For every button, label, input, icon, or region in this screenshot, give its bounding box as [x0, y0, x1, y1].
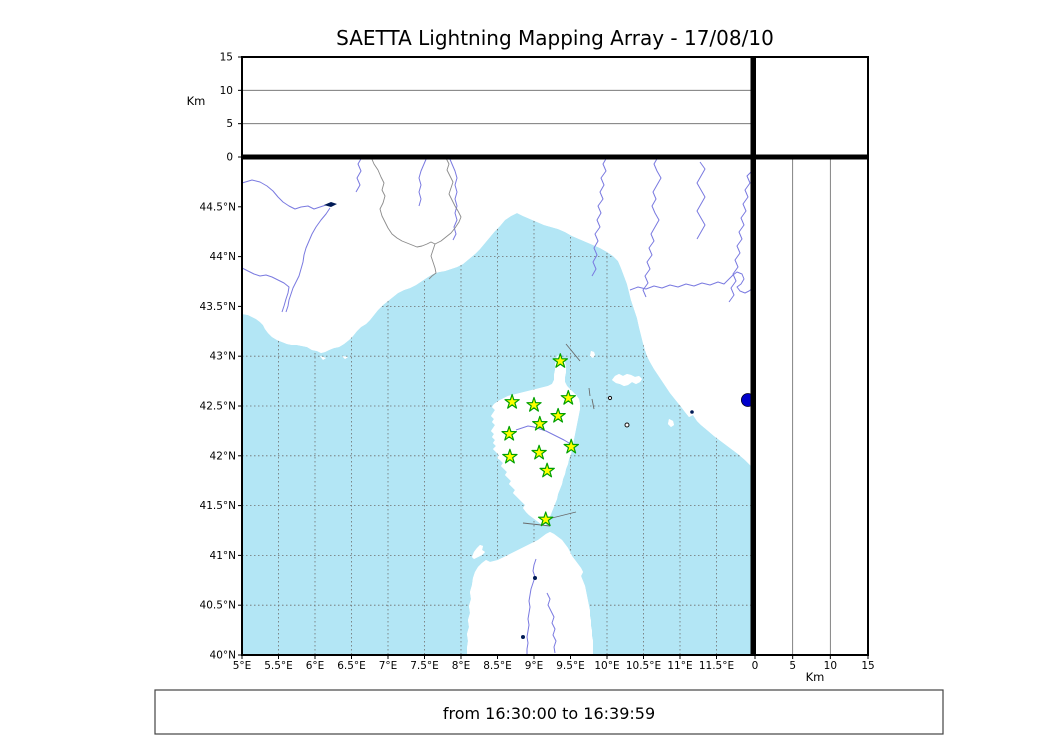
- maritime-boundary-segments: [522, 343, 595, 527]
- sardinia-lake: [521, 635, 525, 639]
- lat-tick-label: 41°N: [210, 550, 236, 562]
- lon-tick-label: 5.5°E: [264, 660, 293, 672]
- orbetello-lagoon: [690, 410, 694, 414]
- right-panel-km-label: Km: [806, 670, 825, 684]
- right-panel-background: [755, 157, 868, 655]
- top-alt-tick-label: 15: [220, 52, 233, 64]
- lon-tick-label: 8.5°E: [483, 660, 512, 672]
- station-markers: [501, 353, 579, 527]
- lma-station-star: [531, 444, 547, 460]
- top-altitude-panel: 0 5 10 15 Km: [187, 52, 753, 164]
- lat-tick-label: 41.5°N: [200, 500, 236, 512]
- lon-tick-label: 11.5°E: [699, 660, 734, 672]
- lat-tick-label: 44.5°N: [200, 201, 236, 213]
- lma-station-star: [550, 407, 566, 423]
- lat-tick-label: 44°N: [210, 251, 236, 263]
- right-alt-tick-label: 0: [752, 660, 759, 672]
- rivers: [242, 157, 753, 655]
- top-alt-tick-label: 10: [220, 85, 233, 97]
- lma-station-star: [526, 396, 542, 412]
- lma-station-star: [560, 389, 576, 405]
- map-panel: [242, 157, 753, 655]
- lon-tick-label: 7°E: [379, 660, 398, 672]
- lon-tick-label: 6°E: [306, 660, 325, 672]
- time-range-border: [154, 689, 944, 735]
- lat-tick-label: 43.5°N: [200, 301, 236, 313]
- lat-tick-label: 40.5°N: [200, 600, 236, 612]
- lma-station-star: [504, 393, 520, 409]
- lakes: [324, 202, 694, 639]
- lma-station-star: [537, 511, 554, 527]
- longitude-axis: 5°E 5.5°E 6°E 6.5°E 7°E 7.5°E 8°E 8.5°E 9°E 9.5°E…: [233, 655, 734, 672]
- time-range-box: from 16:30:00 to 16:39:59: [154, 689, 944, 735]
- sardinia-lake: [533, 576, 537, 580]
- top-panel-km-label: Km: [187, 94, 206, 108]
- montecristo-island: [624, 422, 630, 428]
- event-markers: [740, 393, 753, 407]
- lma-station-star: [501, 425, 517, 441]
- lma-station-star: [552, 353, 568, 368]
- lat-tick-label: 42.5°N: [200, 401, 236, 413]
- lon-tick-label: 9.5°E: [556, 660, 585, 672]
- top-alt-tick-label: 5: [226, 118, 233, 130]
- right-panel-ticks: 0 5 10 15: [752, 655, 875, 672]
- coastlines: [242, 157, 753, 655]
- right-alt-tick-label: 10: [824, 660, 837, 672]
- lma-station-star: [532, 415, 548, 431]
- top-panel-gridlines: [242, 89, 753, 125]
- lon-tick-label: 10°E: [594, 660, 619, 672]
- lon-tick-label: 8°E: [452, 660, 471, 672]
- top-panel-ticks: 0 5 10 15: [220, 52, 242, 164]
- lon-tick-label: 11°E: [667, 660, 692, 672]
- lon-tick-label: 6.5°E: [337, 660, 366, 672]
- lon-tick-label: 10.5°E: [626, 660, 661, 672]
- lon-tick-label: 7.5°E: [410, 660, 439, 672]
- right-alt-tick-label: 15: [861, 660, 874, 672]
- latitude-axis: 40°N 40.5°N 41°N 41.5°N 42°N 42.5°N 43°N 43.5°N…: [200, 201, 242, 662]
- lat-tick-label: 43°N: [210, 351, 236, 363]
- country-borders: [370, 157, 462, 280]
- right-alt-tick-label: 5: [789, 660, 796, 672]
- lon-tick-label: 9°E: [525, 660, 544, 672]
- lightning-event-dot: [740, 393, 753, 407]
- lma-station-star: [502, 448, 518, 464]
- top-panel-background: [242, 57, 753, 157]
- corner-panel: [754, 56, 869, 158]
- lake-serre-poncon: [324, 202, 337, 207]
- lat-tick-label: 42°N: [210, 450, 236, 462]
- top-alt-tick-label: 0: [226, 152, 233, 164]
- figure-title: SAETTA Lightning Mapping Array - 17/08/1…: [336, 26, 774, 50]
- right-panel-gridlines: [792, 157, 831, 655]
- lon-tick-label: 5°E: [233, 660, 252, 672]
- right-altitude-panel: 0 5 10 15 Km: [752, 157, 875, 684]
- lma-station-star: [563, 438, 579, 454]
- lat-tick-label: 40°N: [210, 650, 236, 662]
- time-range-text: from 16:30:00 to 16:39:59: [443, 704, 655, 723]
- lma-station-star: [539, 462, 555, 478]
- pianosa-island: [607, 395, 613, 401]
